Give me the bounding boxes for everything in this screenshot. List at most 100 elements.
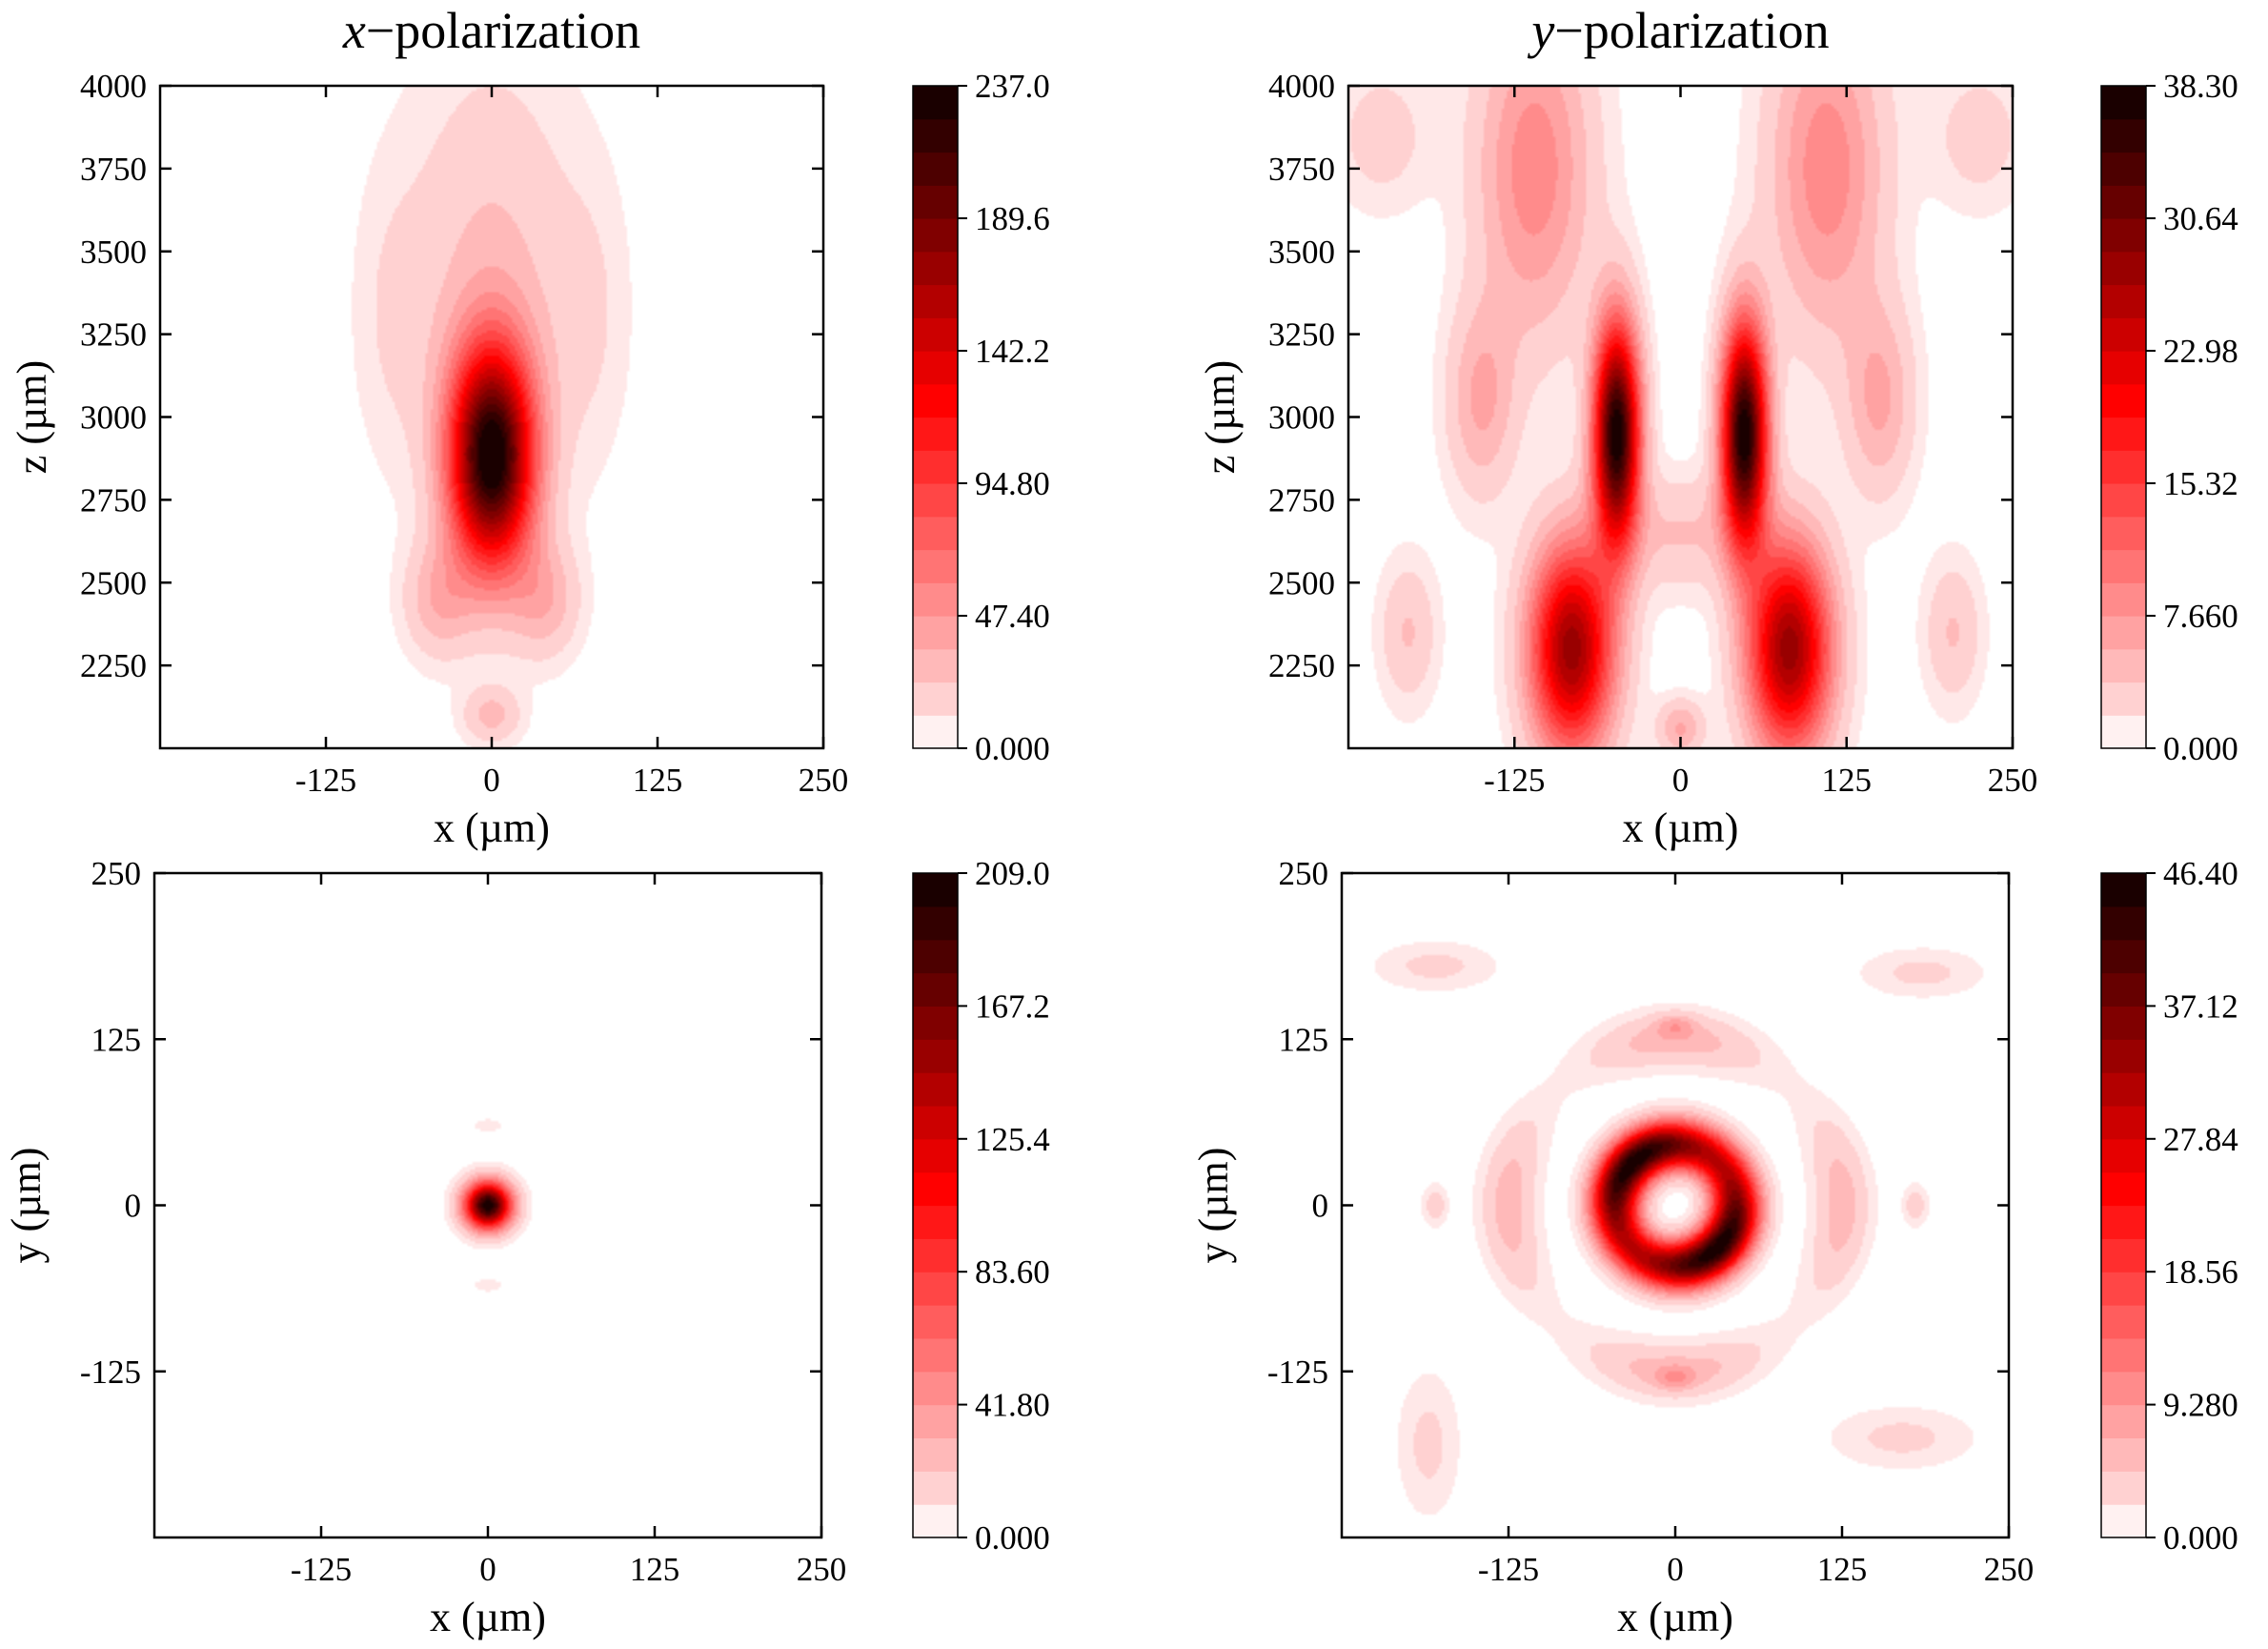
y-tick-label: 3750 (1268, 151, 1335, 188)
colorbar-level (2101, 1371, 2146, 1406)
y-tick-label: 0 (125, 1188, 142, 1225)
colorbar-label: 27.84 (2163, 1121, 2238, 1158)
colorbar-level (2101, 1138, 2146, 1173)
colorbar-label: 22.98 (2163, 333, 2238, 370)
heatmap-xpol_xz (160, 86, 823, 748)
y-tick-label: 4000 (80, 68, 147, 105)
colorbar-level (913, 1072, 958, 1107)
colorbar-frame (2100, 872, 2147, 1538)
colorbar-level (2101, 1471, 2146, 1505)
x-tick-label: -125 (1478, 1551, 1539, 1588)
colorbar-level (913, 450, 958, 484)
x-axis-label: x (µm) (430, 1594, 546, 1640)
colorbar-level (2101, 715, 2146, 749)
colorbar-level (2101, 1105, 2146, 1140)
y-tick-label: 0 (1312, 1188, 1329, 1225)
colorbar-label: 167.2 (975, 987, 1050, 1025)
colorbar-level (2101, 118, 2146, 153)
colorbar-label: 0.000 (2163, 730, 2238, 767)
colorbar-level (913, 1404, 958, 1439)
colorbar-level (2101, 682, 2146, 716)
colorbar: 0.000 7.660 15.32 22.98 30.64 38.30 (2100, 68, 2238, 767)
x-axis-label: x (µm) (1623, 804, 1739, 851)
panel-xpol_xy: -125 0 125 250 -125 0 125 250 x (µm) y (µm) 0.000 4… (3, 855, 1050, 1640)
x-tick-label: 125 (630, 1551, 680, 1588)
colorbar-level (2101, 317, 2146, 352)
panel-ypol_xy: -125 0 125 250 -125 0 125 250 x (µm) y (µm) 0.000 9… (1190, 855, 2238, 1640)
colorbar-level (913, 218, 958, 253)
colorbar-level (913, 185, 958, 219)
y-tick-label: 3250 (80, 316, 147, 354)
colorbar-level (913, 1504, 958, 1538)
y-tick-label: 3250 (1268, 316, 1335, 354)
colorbar-level (2101, 1171, 2146, 1207)
y-axis-label: z (µm) (1197, 360, 1244, 474)
colorbar-level (913, 516, 958, 551)
colorbar-level (913, 483, 958, 518)
colorbar-level (913, 1371, 958, 1406)
colorbar-label: 0.000 (975, 730, 1050, 767)
y-axis-label: y (µm) (3, 1148, 50, 1264)
colorbar-level (913, 715, 958, 749)
colorbar-label: 237.0 (975, 68, 1050, 105)
x-tick-label: 0 (483, 762, 500, 799)
heatmap-ypol_xy (1342, 873, 2009, 1537)
colorbar-label: 37.12 (2163, 987, 2238, 1025)
colorbar-level (2101, 1504, 2146, 1538)
x-tick-label: 125 (1822, 762, 1873, 799)
colorbar-label: 30.64 (2163, 200, 2238, 237)
colorbar-level (913, 1272, 958, 1306)
colorbar-level (913, 972, 958, 1007)
colorbar-level (913, 1238, 958, 1272)
colorbar-level (2101, 86, 2146, 120)
colorbar-label: 83.60 (975, 1253, 1050, 1291)
colorbar-level (913, 873, 958, 907)
colorbar-level (913, 1337, 958, 1373)
colorbar-level (913, 1305, 958, 1339)
colorbar-level (2101, 972, 2146, 1007)
x-tick-label: -125 (291, 1551, 352, 1588)
colorbar-level (2101, 1238, 2146, 1272)
colorbar-level (2101, 1072, 2146, 1107)
colorbar-frame (2100, 85, 2147, 749)
colorbar-level (2101, 383, 2146, 418)
x-tick-label: 125 (1817, 1551, 1868, 1588)
colorbar: 0.000 41.80 83.60 125.4 167.2 209.0 (912, 855, 1050, 1557)
y-tick-label: 125 (91, 1021, 142, 1058)
y-tick-label: 3000 (1268, 399, 1335, 437)
colorbar-level (2101, 483, 2146, 518)
colorbar-level (913, 417, 958, 451)
x-tick-label: -125 (295, 762, 356, 799)
colorbar-level (913, 86, 958, 120)
colorbar-level (913, 1171, 958, 1207)
colorbar-level (913, 284, 958, 318)
x-tick-label: 250 (1988, 762, 2038, 799)
x-tick-label: -125 (1484, 762, 1545, 799)
colorbar-level (2101, 218, 2146, 253)
colorbar-level (913, 351, 958, 385)
colorbar-label: 0.000 (975, 1519, 1050, 1557)
colorbar-level (913, 251, 958, 286)
colorbar-level (913, 152, 958, 186)
colorbar-level (913, 1105, 958, 1140)
colorbar-label: 94.80 (975, 465, 1050, 502)
colorbar: 0.000 9.280 18.56 27.84 37.12 46.40 (2100, 855, 2238, 1557)
y-tick-label: -125 (80, 1354, 141, 1391)
colorbar-level (2101, 351, 2146, 385)
colorbar-level (2101, 152, 2146, 186)
colorbar-level (913, 616, 958, 650)
panel-title: y−polarization (1527, 2, 1829, 59)
x-axis-label: x (µm) (1617, 1594, 1733, 1640)
x-tick-label: 0 (1667, 1551, 1684, 1588)
y-tick-label: 3000 (80, 399, 147, 437)
panel-title: x−polarization (342, 2, 640, 59)
colorbar-label: 38.30 (2163, 68, 2238, 105)
colorbar-label: 209.0 (975, 855, 1050, 892)
colorbar-label: 15.32 (2163, 465, 2238, 502)
y-tick-label: 2250 (1268, 647, 1335, 684)
y-tick-label: 4000 (1268, 68, 1335, 105)
y-tick-label: 250 (91, 855, 142, 892)
y-tick-label: 2500 (80, 564, 147, 601)
colorbar: 0.000 47.40 94.80 142.2 189.6 237.0 (912, 68, 1050, 767)
y-tick-label: 2250 (80, 647, 147, 684)
